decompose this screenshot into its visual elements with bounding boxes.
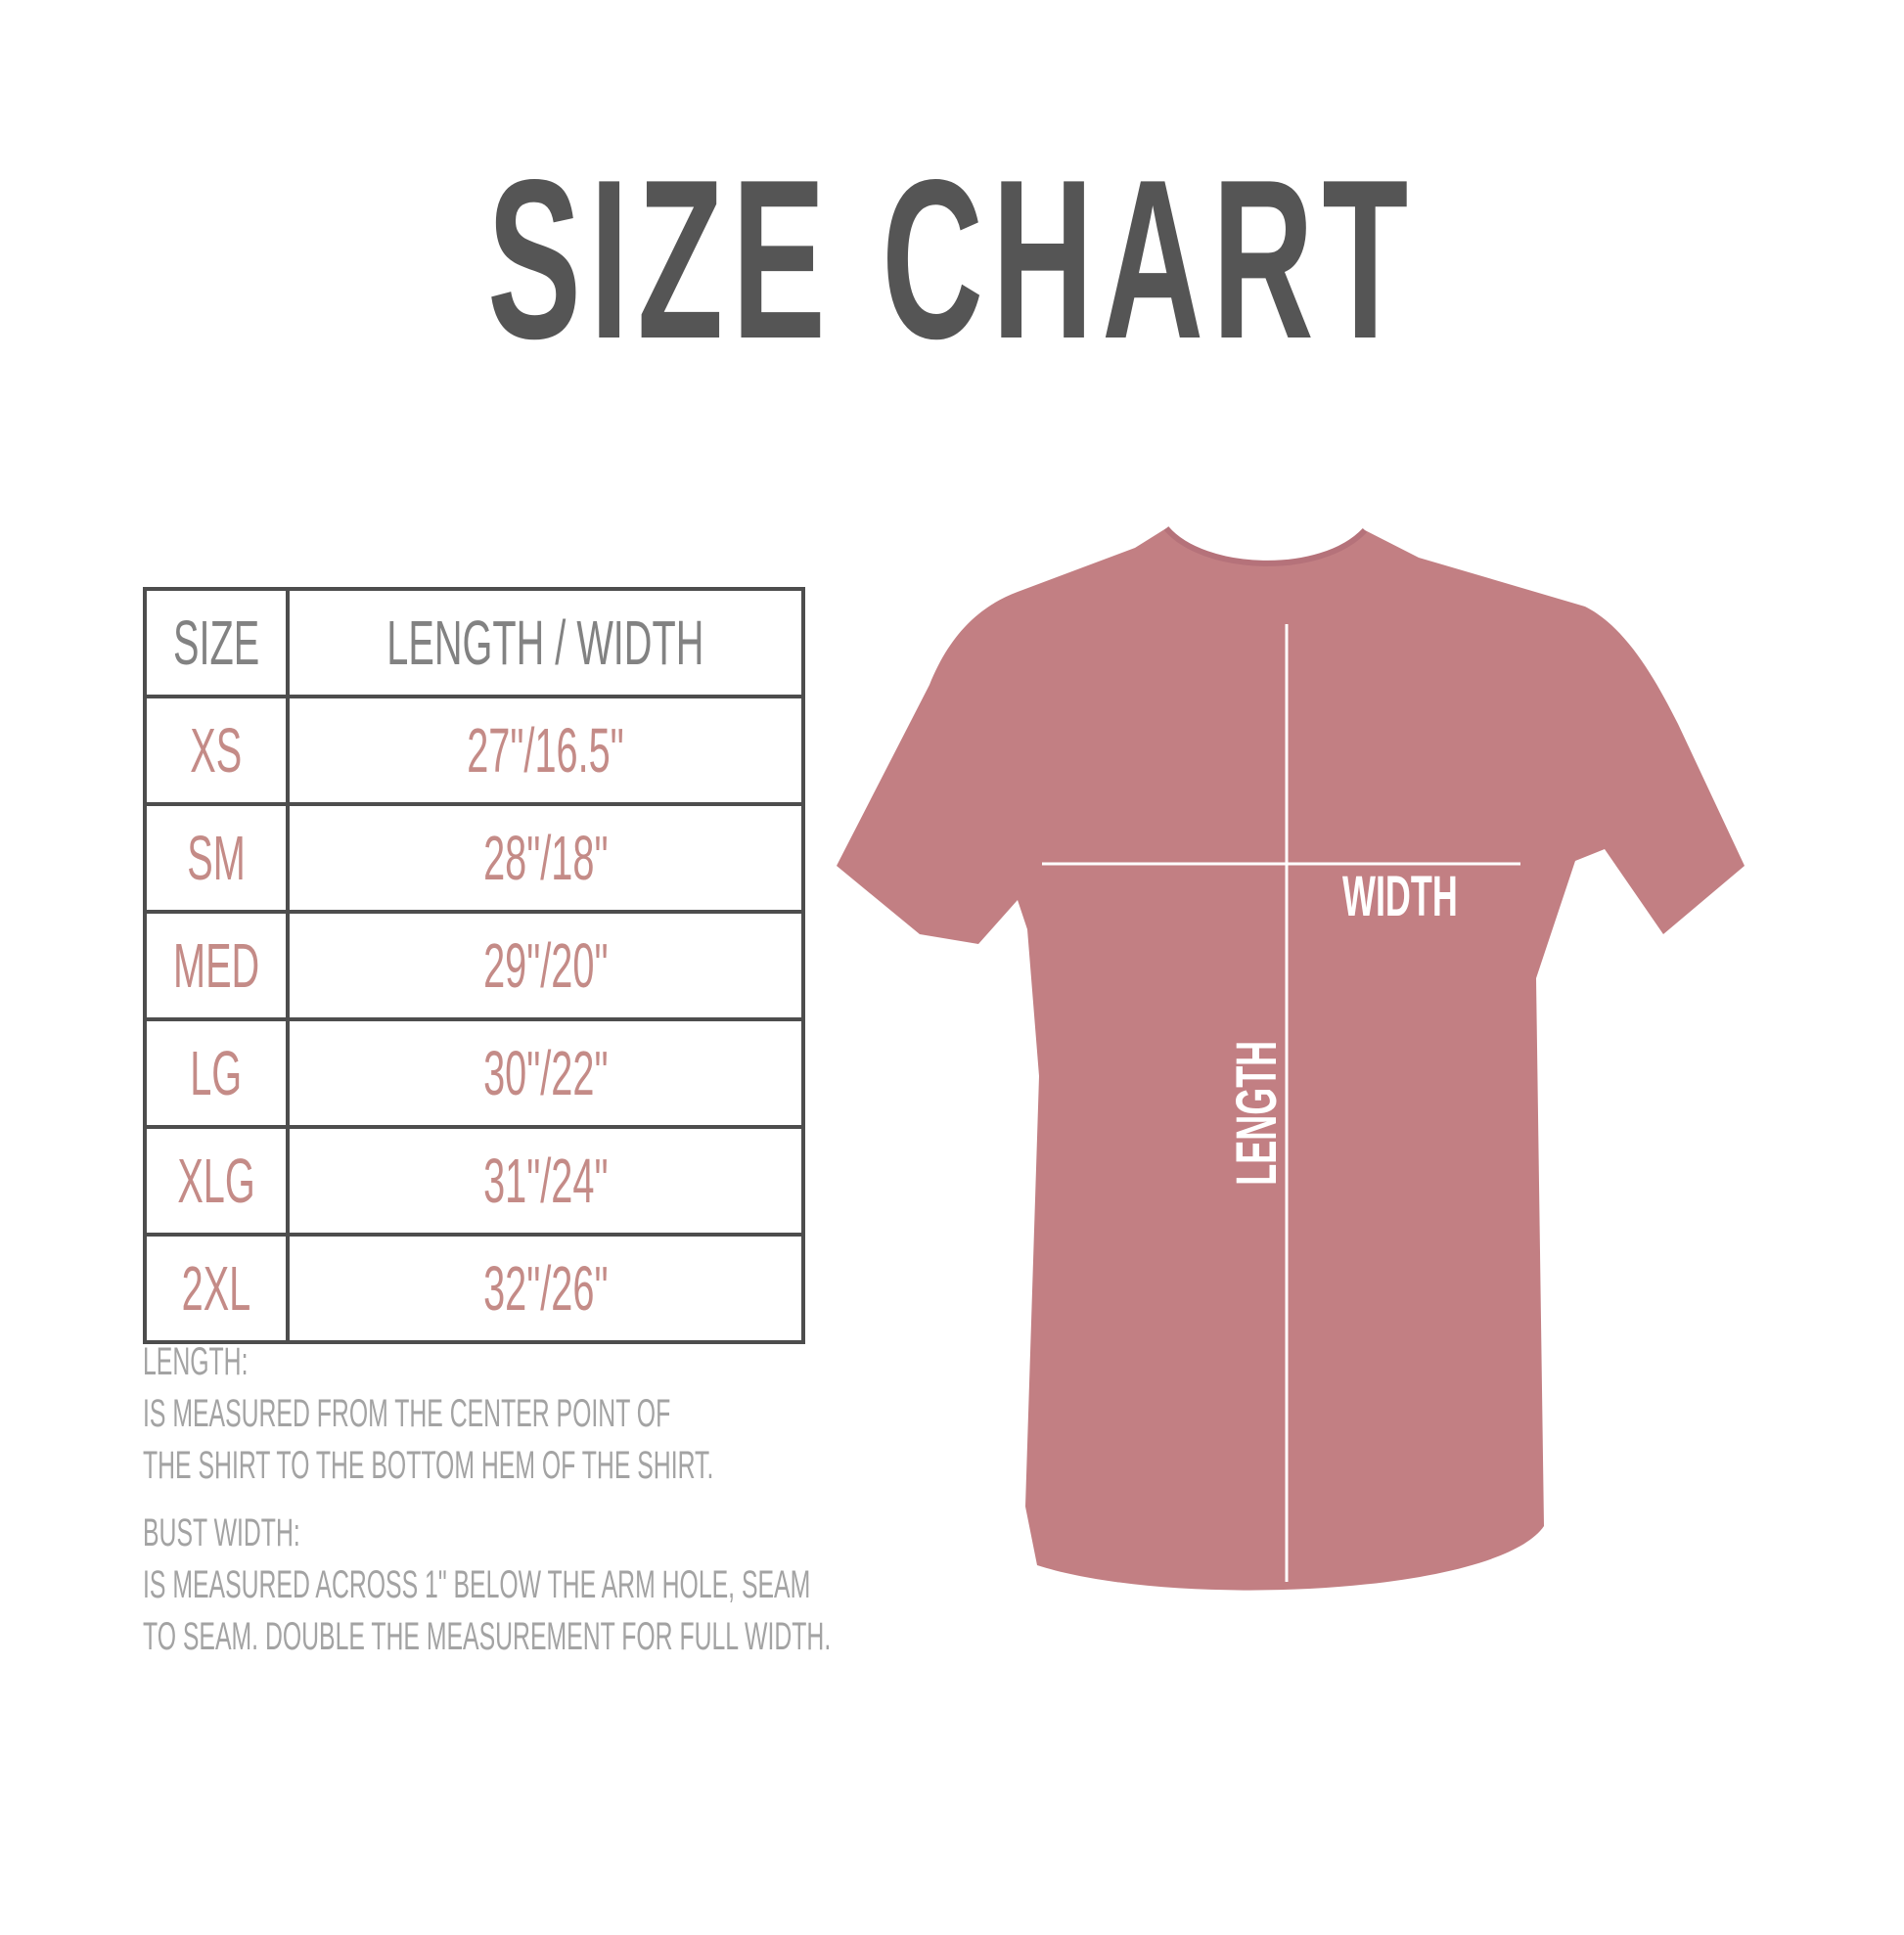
width-note-line: TO SEAM. DOUBLE THE MEASUREMENT FOR FULL…: [143, 1615, 832, 1658]
measure-cell: 30"/22": [286, 1017, 805, 1129]
size-cell: MED: [142, 910, 291, 1021]
size-table: SIZE LENGTH / WIDTH XS 27"/16.5" SM 28"/…: [142, 587, 805, 1344]
length-note-line: IS MEASURED FROM THE CENTER POINT OF: [143, 1392, 671, 1435]
length-note-line: THE SHIRT TO THE BOTTOM HEM OF THE SHIRT…: [143, 1444, 714, 1487]
length-note-title: LENGTH:: [143, 1340, 249, 1383]
measure-cell: 28"/18": [286, 802, 805, 914]
tshirt-collar: [1163, 525, 1368, 566]
header-length-width: LENGTH / WIDTH: [286, 587, 805, 698]
table-row: LG 30"/22": [142, 1017, 805, 1129]
width-note-line: IS MEASURED ACROSS 1" BELOW THE ARM HOLE…: [143, 1563, 811, 1606]
measure-cell: 32"/26": [286, 1233, 805, 1344]
table-row: XS 27"/16.5": [142, 695, 805, 806]
tshirt-illustration: [837, 525, 1745, 1591]
width-label: WIDTH: [1342, 865, 1458, 928]
table-row: XLG 31"/24": [142, 1125, 805, 1237]
measure-cell: 29"/20": [286, 910, 805, 1021]
table-row: MED 29"/20": [142, 910, 805, 1021]
size-cell: LG: [142, 1017, 291, 1129]
table-row: 2XL 32"/26": [142, 1233, 805, 1344]
size-cell: XLG: [142, 1125, 291, 1237]
page-title: SIZE CHART: [487, 133, 1417, 386]
size-cell: SM: [142, 802, 291, 914]
measure-cell: 27"/16.5": [286, 695, 805, 806]
length-label: LENGTH: [1225, 1040, 1289, 1186]
measure-cell: 31"/24": [286, 1125, 805, 1237]
table-header-row: SIZE LENGTH / WIDTH: [142, 587, 805, 698]
table-row: SM 28"/18": [142, 802, 805, 914]
size-cell: XS: [142, 695, 291, 806]
size-cell: 2XL: [142, 1233, 291, 1344]
header-size: SIZE: [142, 587, 291, 698]
tshirt-body: [837, 528, 1745, 1591]
width-note-title: BUST WIDTH:: [143, 1511, 300, 1554]
